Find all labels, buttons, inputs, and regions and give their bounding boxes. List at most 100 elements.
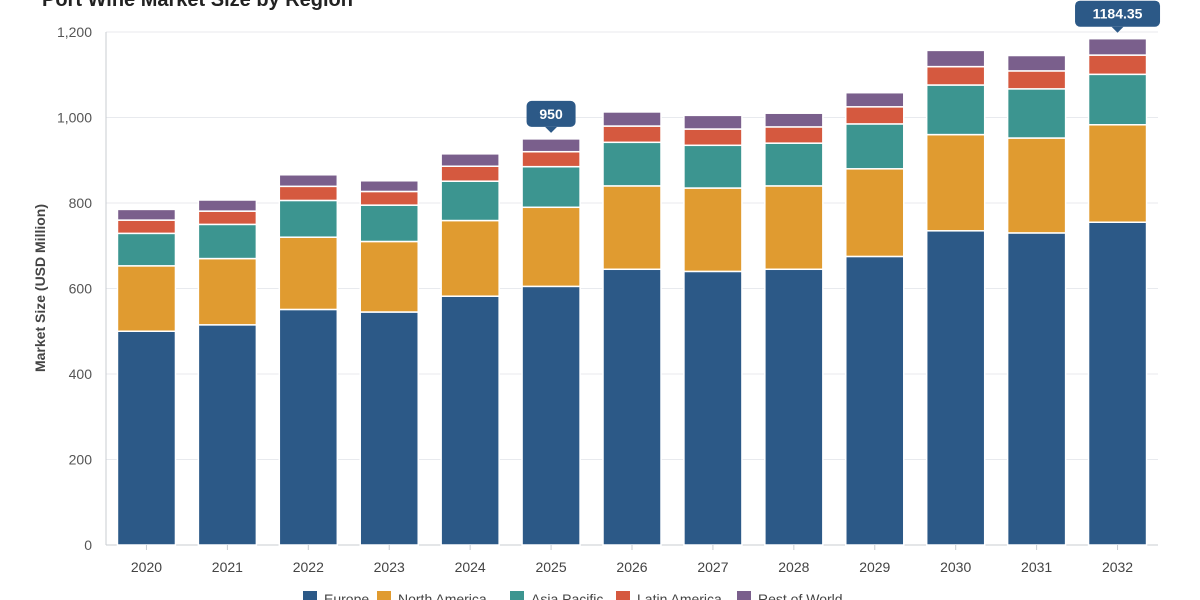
chart-title: Port Wine Market Size by Region [42,0,353,11]
y-tick-label: 1,000 [57,110,92,126]
bar-segment[interactable]: Rest of World 2028: 32 [764,112,824,128]
x-tick-label: 2032 [1102,559,1133,575]
y-tick-label: 600 [69,281,93,297]
bar-segment[interactable]: North America 2024: 177 [440,219,500,297]
bar-segment[interactable]: Rest of World 2032: 38.35 [1087,37,1148,56]
bar-segment[interactable]: Latin America 2029: 40 [845,106,905,125]
legend-label: North America [398,591,487,600]
bar-segment[interactable]: Europe 2029: 675 [845,255,905,546]
bar-segment[interactable]: North America 2029: 205 [845,168,905,258]
bar-segment[interactable]: Europe 2028: 645 [764,268,824,546]
bar-segment[interactable]: Rest of World 2020: 25 [116,208,177,221]
bar-segment[interactable]: North America 2031: 222 [1006,137,1067,234]
bar-segment[interactable]: Europe 2032: 755 [1087,221,1148,546]
bar-segment[interactable]: Rest of World 2026: 33 [602,111,662,127]
bar-segment[interactable]: Asia Pacific 2025: 95 [521,165,581,209]
bar-segment[interactable]: Rest of World 2029: 33 [845,91,905,108]
y-tick-label: 400 [69,366,93,382]
x-tick-label: 2027 [697,559,728,575]
x-tick-label: 2023 [374,559,405,575]
bar-segment[interactable]: Europe 2026: 645 [602,268,662,546]
y-tick-label: 200 [69,452,93,468]
bar-segment[interactable]: Latin America 2031: 42 [1006,70,1067,90]
x-tick-label: 2025 [535,559,566,575]
bar-segment[interactable]: Europe 2030: 735 [925,230,986,546]
legend-label: Latin America [637,591,722,600]
x-tick-label: 2031 [1021,559,1052,575]
bar-segment[interactable]: North America 2027: 195 [683,187,743,273]
legend-label: Europe [324,591,369,600]
bar-segment[interactable]: Latin America 2022: 33 [278,185,339,202]
bar-segment[interactable]: Latin America 2025: 35 [521,150,581,168]
x-tick-label: 2028 [778,559,809,575]
bar-segment[interactable]: Rest of World 2023: 25 [359,180,419,193]
bar-segment[interactable]: North America 2032: 228 [1087,124,1148,223]
bar-segment[interactable]: Asia Pacific 2028: 100 [764,142,824,187]
bar-segment[interactable]: Asia Pacific 2030: 116 [925,84,986,136]
x-tick-label: 2021 [212,559,243,575]
bar-segment[interactable]: Rest of World 2030: 38 [925,49,986,68]
bar-segment[interactable]: North America 2020: 153 [116,265,177,332]
callout-label: 950 [539,106,563,122]
legend-swatch [377,591,391,600]
bar-segment[interactable]: Europe 2022: 551 [278,308,339,546]
y-tick-label: 800 [69,195,93,211]
bar-segment[interactable]: Latin America 2032: 45 [1087,54,1148,76]
bar-segment[interactable]: Europe 2023: 545 [359,311,419,546]
callout-box [526,100,576,127]
bar-segment[interactable]: Latin America 2023: 32 [359,190,419,206]
bar-segment[interactable]: Rest of World 2027: 32 [683,114,743,130]
bar-segment[interactable]: Rest of World 2024: 29 [440,153,500,167]
bar-segment[interactable]: North America 2028: 195 [764,185,824,271]
x-tick-label: 2030 [940,559,971,575]
x-tick-label: 2026 [616,559,647,575]
bar-segment[interactable]: North America 2025: 185 [521,206,581,288]
x-tick-label: 2024 [455,559,486,575]
bar-segment[interactable]: Latin America 2026: 38 [602,125,662,144]
bar-segment[interactable]: Rest of World 2031: 36 [1006,54,1067,72]
legend-swatch [737,591,751,600]
bar-segment[interactable]: Latin America 2021: 31 [197,210,258,226]
bar-segment[interactable]: Asia Pacific 2032: 118 [1087,73,1148,126]
bar-segment[interactable]: Latin America 2028: 38 [764,126,824,144]
bar-segment[interactable]: North America 2030: 225 [925,133,986,232]
legend-label: Rest of World [758,591,843,600]
bar-segment[interactable]: Asia Pacific 2024: 92 [440,180,500,222]
bar-segment[interactable]: Europe 2031: 730 [1006,232,1067,546]
bar-segment[interactable]: Rest of World 2021: 26 [197,199,258,212]
bar-segment[interactable]: North America 2026: 195 [602,185,662,271]
callout-box [1075,0,1161,27]
bar-segment[interactable]: Europe 2021: 515 [197,324,258,546]
bar-segment[interactable]: Asia Pacific 2021: 80 [197,223,258,260]
bar-segment[interactable]: Latin America 2027: 38 [683,128,743,147]
bar-segment[interactable]: North America 2022: 169 [278,236,339,311]
legend-swatch [510,591,524,600]
bar-segment[interactable]: Asia Pacific 2023: 85 [359,204,419,243]
bar-segment[interactable]: Rest of World 2022: 27 [278,174,339,188]
bar-segment[interactable]: North America 2021: 155 [197,257,258,326]
x-tick-label: 2029 [859,559,890,575]
x-tick-label: 2020 [131,559,162,575]
legend-label: Asia Pacific [531,591,603,600]
bar-segment[interactable]: Europe 2027: 640 [683,270,743,546]
bar-segment[interactable]: North America 2023: 165 [359,240,419,313]
bar-segment[interactable]: Europe 2020: 500 [116,330,177,546]
y-tick-label: 0 [84,537,92,553]
bar-segment[interactable]: Europe 2024: 582 [440,295,500,546]
bar-segment[interactable]: Asia Pacific 2020: 76 [116,232,177,267]
bar-segment[interactable]: Asia Pacific 2029: 105 [845,123,905,170]
bar-segment[interactable]: Asia Pacific 2031: 115 [1006,88,1067,139]
bar-segment[interactable]: Europe 2025: 605 [521,285,581,546]
bar-segment[interactable]: Rest of World 2025: 30 [521,138,581,153]
y-tick-label: 1,200 [57,24,92,40]
callout-label: 1184.35 [1093,6,1143,22]
bar-segment[interactable]: Asia Pacific 2022: 86 [278,199,339,238]
bar-segment[interactable]: Latin America 2030: 43 [925,65,986,86]
bar-segment[interactable]: Latin America 2020: 31 [116,219,177,235]
bar-segment[interactable]: Asia Pacific 2027: 100 [683,144,743,189]
bar-segment[interactable]: Asia Pacific 2026: 102 [602,141,662,187]
callout-pointer [545,126,558,133]
bar-segment[interactable]: Latin America 2024: 35 [440,165,500,182]
